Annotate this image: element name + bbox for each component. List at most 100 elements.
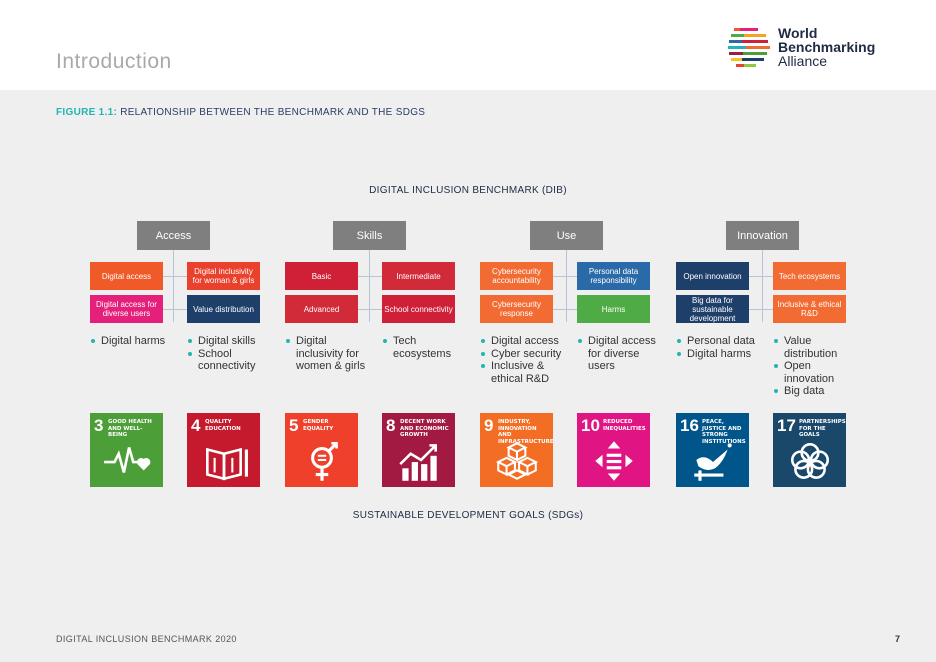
- wba-logo-mark-icon: [728, 28, 770, 67]
- sdg-tile-8: 8 DECENT WORK AND ECONOMIC GROWTH: [382, 413, 455, 487]
- sub-indicator-box: Advanced: [285, 295, 358, 323]
- connector-line: [553, 309, 577, 310]
- bullet-item: Digital skills: [187, 335, 275, 348]
- rings-icon: [790, 443, 830, 479]
- connector-line: [163, 276, 187, 277]
- sdg-label: DECENT WORK AND ECONOMIC GROWTH: [400, 419, 449, 438]
- heartbeat-icon: [104, 447, 151, 473]
- equality-arrows-icon: [595, 441, 633, 481]
- category-innovation: Innovation: [726, 221, 799, 250]
- growth-chart-icon: [399, 444, 437, 481]
- sub-indicator-box: Digital inclusivity for woman & girls: [187, 262, 260, 290]
- connector-line: [358, 276, 382, 277]
- sdg-label: PARTNERSHIPS FOR THE GOALS: [799, 419, 846, 438]
- sdg-label: PEACE, JUSTICE AND STRONG INSTITUTIONS: [702, 419, 746, 445]
- sub-indicator-box: Intermediate: [382, 262, 455, 290]
- sdg-label: INDUSTRY, INNOVATION AND INFRASTRUCTURE: [498, 419, 553, 445]
- sdg-tile-4: 4 QUALITY EDUCATION: [187, 413, 260, 487]
- sdg-number: 9: [484, 416, 494, 435]
- connector-line: [762, 250, 763, 322]
- book-icon: [206, 447, 248, 481]
- sub-indicator-box: Open innovation: [676, 262, 749, 290]
- dib-title: DIGITAL INCLUSION BENCHMARK (DIB): [369, 185, 567, 196]
- sub-indicator-box: Inclusive & ethical R&D: [773, 295, 846, 323]
- sub-indicator-box: Digital access for diverse users: [90, 295, 163, 323]
- cubes-icon: [495, 442, 539, 480]
- sdg-tile-5: 5 GENDER EQUALITY: [285, 413, 358, 487]
- connector-line: [173, 250, 174, 322]
- sub-indicator-box: Cybersecurity accountability: [480, 262, 553, 290]
- bullet-item: Digital inclusivity for women & girls: [285, 335, 373, 373]
- sdg-title: SUSTAINABLE DEVELOPMENT GOALS (SDGs): [352, 510, 584, 521]
- bullet-item: Digital harms: [90, 335, 178, 348]
- sdg-number: 16: [680, 416, 699, 435]
- dove-icon: [694, 443, 732, 481]
- sdg-tile-9: 9 INDUSTRY, INNOVATION AND INFRASTRUCTURE: [480, 413, 553, 487]
- connector-line: [369, 250, 370, 322]
- sdg-number: 8: [386, 416, 396, 435]
- figure-number: FIGURE 1.1:: [56, 107, 118, 118]
- sdg-number: 4: [191, 416, 201, 435]
- bullet-item: Tech ecosystems: [382, 335, 470, 360]
- page-title: Introduction: [56, 50, 172, 73]
- sdg-label: QUALITY EDUCATION: [205, 419, 241, 432]
- category-access: Access: [137, 221, 210, 250]
- bullet-item: Digital access: [480, 335, 576, 348]
- sdg-number: 5: [289, 416, 299, 435]
- bullet-item: Big data: [773, 385, 861, 398]
- bullet-list: Digital access Cyber security Inclusive & …: [480, 335, 576, 385]
- bullet-list: Digital access for diverse users: [577, 335, 665, 373]
- bullet-item: Inclusive & ethical R&D: [480, 360, 576, 385]
- sdg-number: 17: [777, 416, 796, 435]
- sdg-label: GOOD HEALTH AND WELL-BEING: [108, 419, 152, 438]
- bullet-item: Digital harms: [676, 348, 764, 361]
- sdg-number: 10: [581, 416, 600, 435]
- bullet-item: School connectivity: [187, 348, 275, 373]
- sub-indicator-box: Harms: [577, 295, 650, 323]
- bullet-list: Digital harms: [90, 335, 178, 348]
- bullet-item: Value distribution: [773, 335, 861, 360]
- connector-line: [553, 276, 577, 277]
- bullet-list: Value distribution Open innovation Big dat…: [773, 335, 861, 398]
- page-number: 7: [894, 634, 900, 644]
- sub-indicator-box: Big data for sustainable development: [676, 295, 749, 323]
- sdg-label: REDUCED INEQUALITIES: [603, 419, 646, 432]
- logo-text-alliance: Alliance: [778, 53, 828, 69]
- connector-line: [566, 250, 567, 322]
- connector-line: [358, 309, 382, 310]
- footer-text: DIGITAL INCLUSION BENCHMARK 2020: [56, 634, 237, 644]
- sub-indicator-box: Tech ecosystems: [773, 262, 846, 290]
- bullet-item: Cyber security: [480, 348, 576, 361]
- page-header: Introduction World Benchmarking Alliance: [0, 0, 936, 90]
- connector-line: [163, 309, 187, 310]
- sdg-tile-10: 10 REDUCED INEQUALITIES: [577, 413, 650, 487]
- connector-line: [749, 276, 773, 277]
- bullet-list: Digital skills School connectivity: [187, 335, 275, 373]
- figure-caption: FIGURE 1.1: RELATIONSHIP BETWEEN THE BEN…: [56, 107, 425, 118]
- category-use: Use: [530, 221, 603, 250]
- bullet-list: Tech ecosystems: [382, 335, 470, 360]
- bullet-item: Open innovation: [773, 360, 861, 385]
- logo-text-world: World: [778, 25, 818, 41]
- sub-indicator-box: Cybersecurity response: [480, 295, 553, 323]
- bullet-list: Personal data Digital harms: [676, 335, 764, 360]
- sdg-tile-17: 17 PARTNERSHIPS FOR THE GOALS: [773, 413, 846, 487]
- sub-indicator-box: Value distribution: [187, 295, 260, 323]
- figure-caption-text: RELATIONSHIP BETWEEN THE BENCHMARK AND T…: [120, 107, 426, 118]
- bullet-list: Digital inclusivity for women & girls: [285, 335, 373, 373]
- wba-logo: World Benchmarking Alliance: [728, 24, 908, 72]
- sdg-label: GENDER EQUALITY: [303, 419, 334, 432]
- gender-icon: [311, 441, 338, 481]
- bullet-item: Digital access for diverse users: [577, 335, 665, 373]
- connector-line: [749, 309, 773, 310]
- sdg-tile-3: 3 GOOD HEALTH AND WELL-BEING: [90, 413, 163, 487]
- sub-indicator-box: School connectivity: [382, 295, 455, 323]
- sdg-number: 3: [94, 416, 104, 435]
- bullet-item: Personal data: [676, 335, 764, 348]
- sdg-tile-16: 16 PEACE, JUSTICE AND STRONG INSTITUTIONS: [676, 413, 749, 487]
- sub-indicator-box: Basic: [285, 262, 358, 290]
- category-skills: Skills: [333, 221, 406, 250]
- logo-text-benchmarking: Benchmarking: [778, 39, 876, 55]
- sub-indicator-box: Personal data responsibility: [577, 262, 650, 290]
- sub-indicator-box: Digital access: [90, 262, 163, 290]
